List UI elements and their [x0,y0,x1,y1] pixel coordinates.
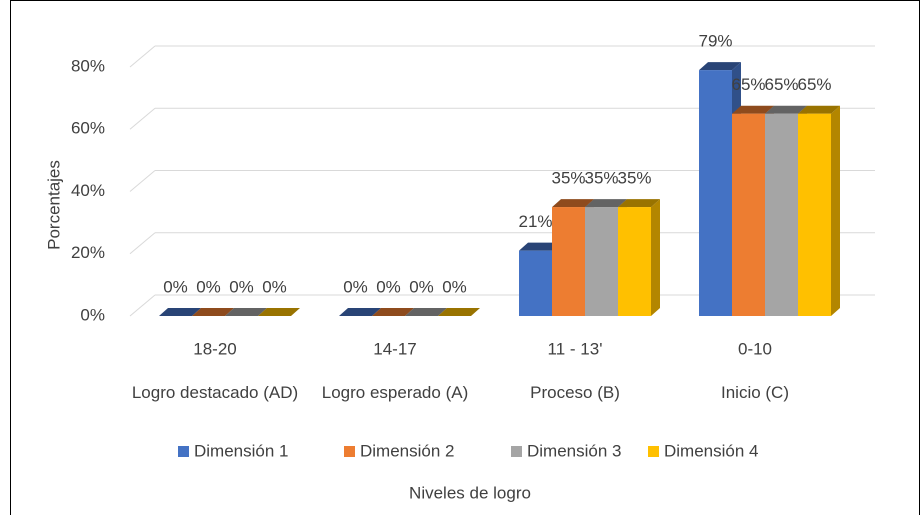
value-label: 35% [617,169,651,188]
bar-front [798,113,831,316]
bar [225,308,267,316]
value-label: 0% [343,277,368,296]
bar-front [732,113,765,316]
bar-top [372,308,414,316]
y-tick-label: 40% [71,181,105,200]
value-label: 35% [551,169,585,188]
y-axis-title: Porcentajes [44,160,63,250]
value-label: 65% [764,75,798,94]
x-tick-label: 11 - 13' [548,339,603,358]
value-label: 21% [518,212,552,231]
bar [159,308,201,316]
x-group-label: Logro esperado (A) [321,383,469,402]
y-tick-label: 60% [71,119,105,138]
value-label: 0% [163,277,188,296]
bar-top [552,199,594,208]
bar [372,308,414,316]
bar-top [258,308,300,316]
legend-label: Dimensión 4 [664,441,759,460]
bar-top [699,62,741,71]
value-label: 35% [584,169,618,188]
x-group-label: Logro destacado (AD) [131,383,299,402]
value-label: 0% [196,277,221,296]
bar-top [585,199,627,208]
x-axis-title: Niveles de logro [409,483,531,502]
bar-top [192,308,234,316]
bar-top [438,308,480,316]
value-label: 0% [376,277,401,296]
bar-top [159,308,201,316]
grid-line-side [129,294,156,317]
bar-front [585,207,618,316]
y-tick-label: 80% [71,56,105,75]
legend-swatch [344,446,355,457]
frame [10,0,920,515]
x-group-label: Inicio (C) [720,383,789,402]
bar [438,308,480,316]
legend-swatch [648,446,659,457]
bar-front [618,207,651,316]
bar-side [651,199,660,316]
x-group-label: Proceso (B) [530,383,620,402]
bar-front [519,250,552,316]
bar-front [552,207,585,316]
bar [618,199,660,316]
value-label: 0% [262,277,287,296]
legend-label: Dimensión 2 [360,441,455,460]
value-label: 0% [442,277,467,296]
value-label: 65% [797,75,831,94]
y-tick-label: 20% [71,243,105,262]
value-label: 0% [409,277,434,296]
x-tick-label: 18-20 [193,339,236,358]
bar-top [339,308,381,316]
bar [798,105,840,316]
value-label: 65% [731,75,765,94]
legend-swatch [511,446,522,457]
x-tick-label: 14-17 [373,339,416,358]
bar [192,308,234,316]
grid-line-side [129,170,156,192]
legend-label: Dimensión 3 [527,441,622,460]
bar [405,308,447,316]
bar-top [618,199,660,208]
grid-line-side [129,45,156,68]
y-tick-label: 0% [80,305,105,324]
bar-top [798,105,840,114]
legend-label: Dimensión 1 [194,441,289,460]
bar [258,308,300,316]
bar-top [225,308,267,316]
bar-front [765,113,798,316]
bar-top [765,105,807,114]
grid-line-side [129,107,156,130]
bar [339,308,381,316]
bar-front [699,70,732,316]
legend-swatch [178,446,189,457]
x-tick-label: 0-10 [738,339,772,358]
bar-top [519,242,561,251]
bar-top [405,308,447,316]
grid-line-side [129,232,156,255]
value-label: 0% [229,277,254,296]
value-label: 79% [698,32,732,51]
bar-top [732,105,774,114]
bar-side [831,105,840,316]
